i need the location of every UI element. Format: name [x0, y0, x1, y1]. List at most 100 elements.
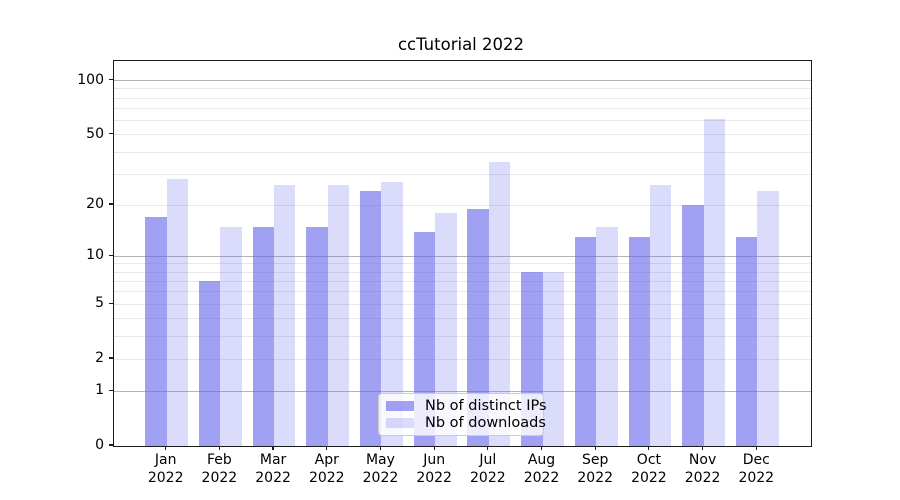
year-label: 2022	[308, 470, 345, 486]
gridline	[113, 108, 811, 110]
bar-downloads	[703, 119, 725, 446]
x-tick-mark	[379, 446, 382, 451]
x-tick-label: Nov 2022	[673, 451, 733, 487]
x-tick-mark	[272, 446, 274, 451]
month-label: Feb	[206, 452, 232, 468]
bar-distinct-ips	[198, 281, 221, 446]
year-label: 2022	[684, 470, 721, 486]
bar-downloads	[488, 162, 511, 446]
bar-downloads	[381, 182, 403, 446]
gridline	[113, 303, 811, 305]
bar-distinct-ips	[682, 205, 704, 446]
x-tick-label: Jan 2022	[136, 451, 196, 487]
bar-downloads	[327, 185, 350, 446]
month-label: Jul	[479, 452, 497, 468]
bar-distinct-ips	[735, 237, 758, 446]
legend-row-downloads: Nb of downloads	[386, 415, 546, 432]
y-tick-mark	[109, 254, 113, 256]
bar-downloads	[757, 191, 779, 446]
y-tick-label: 1	[95, 382, 104, 399]
month-label: Jan	[154, 452, 177, 468]
bar-distinct-ips	[306, 226, 328, 446]
y-tick-label: 10	[86, 247, 104, 264]
legend-row-distinct-ips: Nb of distinct IPs	[386, 398, 547, 415]
x-tick-label: Oct 2022	[619, 451, 679, 487]
bar-downloads	[435, 212, 457, 446]
y-tick-mark	[109, 133, 113, 135]
year-label: 2022	[470, 470, 506, 486]
month-label: Jun	[423, 452, 446, 468]
x-tick-mark	[702, 446, 704, 451]
gridline	[113, 271, 811, 273]
year-label: 2022	[631, 470, 667, 486]
month-label: Nov	[688, 452, 717, 468]
bar-distinct-ips	[145, 217, 167, 446]
x-tick-mark	[487, 446, 489, 451]
x-tick-mark	[433, 446, 435, 451]
bar-distinct-ips	[413, 231, 436, 446]
x-tick-label: Apr 2022	[297, 451, 357, 487]
y-tick-mark	[109, 203, 113, 205]
x-tick-mark	[326, 446, 328, 451]
year-label: 2022	[577, 470, 614, 486]
y-tick-mark	[109, 79, 113, 81]
x-tick-mark	[218, 446, 220, 451]
x-tick-label: Feb 2022	[189, 451, 249, 487]
bar-downloads	[542, 272, 564, 446]
x-tick-label: Sep 2022	[565, 451, 625, 487]
y-tick-label: 20	[86, 196, 104, 213]
gridline	[113, 80, 811, 82]
bar-distinct-ips	[574, 237, 597, 446]
gridline	[113, 120, 811, 122]
legend-swatch-downloads	[386, 417, 414, 428]
gridline	[113, 318, 811, 320]
y-tick-label: 2	[95, 350, 104, 367]
bar-distinct-ips	[360, 191, 382, 446]
year-label: 2022	[738, 470, 775, 486]
gridline	[113, 335, 811, 337]
plot-area	[112, 60, 812, 447]
month-label: Sep	[582, 452, 609, 468]
year-label: 2022	[362, 470, 399, 486]
gridline	[113, 390, 811, 392]
y-tick-label: 5	[95, 295, 104, 312]
y-tick-label: 0	[95, 437, 104, 453]
chart-title: ccTutorial 2022	[397, 35, 525, 54]
month-label: Apr	[314, 452, 339, 468]
y-tick-label: 50	[86, 125, 104, 142]
bar-downloads	[274, 185, 296, 446]
year-label: 2022	[147, 470, 184, 486]
bar-distinct-ips	[628, 237, 650, 446]
bar-downloads	[649, 185, 672, 446]
legend-label-downloads: Nb of downloads	[425, 414, 546, 431]
gridline	[113, 291, 811, 293]
x-tick-mark	[755, 446, 757, 451]
gridline	[113, 97, 811, 99]
year-label: 2022	[416, 470, 452, 486]
legend-swatch-distinct-ips	[386, 401, 414, 412]
month-label: May	[365, 452, 395, 468]
bar-downloads	[596, 226, 618, 446]
bar-distinct-ips	[252, 226, 275, 446]
y-tick-mark	[109, 389, 113, 391]
y-tick-label: 100	[77, 71, 104, 88]
x-tick-label: Jun 2022	[404, 451, 464, 487]
x-tick-label: Jul 2022	[458, 451, 518, 487]
gridline	[113, 134, 811, 136]
year-label: 2022	[523, 470, 560, 486]
year-label: 2022	[255, 470, 291, 486]
x-tick-mark	[648, 446, 650, 451]
gridline	[113, 204, 811, 206]
gridline	[113, 255, 811, 257]
month-label: Dec	[742, 452, 770, 468]
x-tick-mark	[540, 446, 543, 451]
gridline	[113, 263, 811, 265]
gridline	[113, 173, 811, 175]
gridline	[113, 280, 811, 282]
y-tick-mark	[109, 444, 113, 446]
legend: Nb of distinct IPs Nb of downloads	[378, 393, 547, 436]
year-label: 2022	[201, 470, 238, 486]
month-label: Mar	[259, 452, 287, 468]
bar-distinct-ips	[467, 208, 489, 446]
y-tick-mark	[109, 357, 113, 359]
